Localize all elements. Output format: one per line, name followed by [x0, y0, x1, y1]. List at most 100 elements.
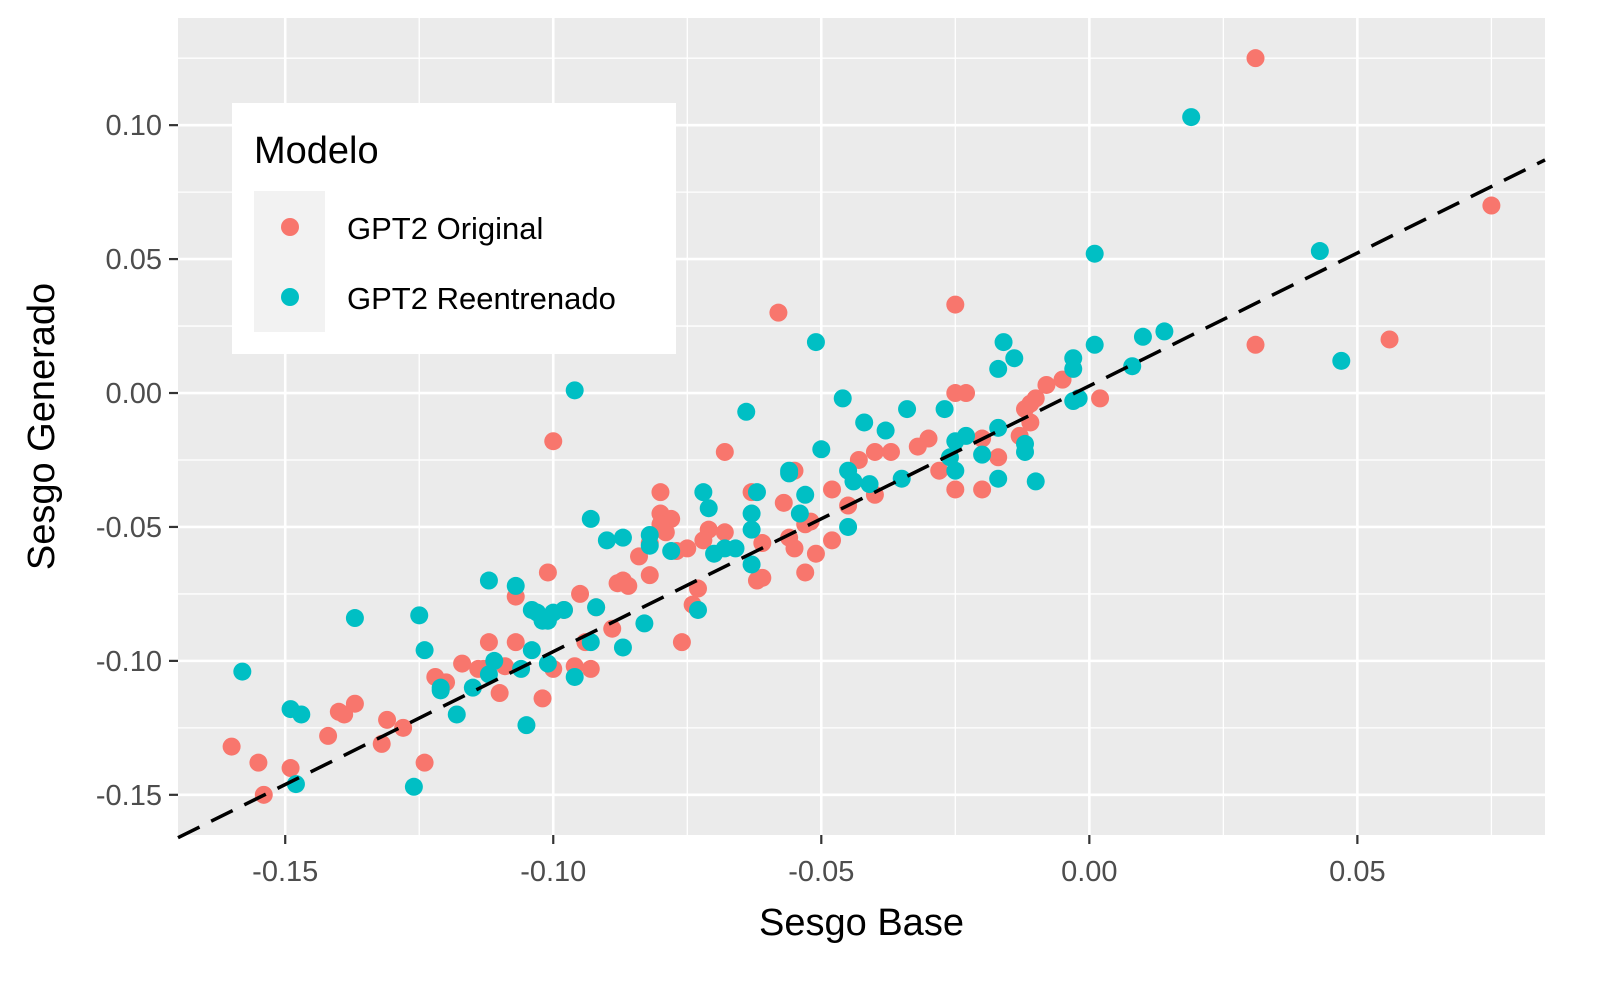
point-gpt2-original — [319, 726, 338, 745]
point-gpt2-reentrenado — [517, 716, 536, 735]
y-axis: -0.15 -0.10 -0.05 0.00 0.05 0.10 — [96, 110, 178, 812]
x-tick-label: -0.15 — [252, 856, 318, 888]
point-gpt2-reentrenado — [833, 389, 852, 408]
point-gpt2-reentrenado — [935, 400, 954, 419]
point-gpt2-original — [694, 531, 713, 550]
y-tick-label: -0.15 — [96, 780, 162, 812]
point-gpt2-original — [946, 295, 965, 314]
point-gpt2-reentrenado — [892, 469, 911, 488]
point-gpt2-original — [571, 584, 590, 603]
point-gpt2-reentrenado — [1085, 335, 1104, 354]
point-gpt2-reentrenado — [1016, 434, 1035, 453]
point-gpt2-original — [774, 493, 793, 512]
point-gpt2-reentrenado — [613, 528, 632, 547]
point-gpt2-reentrenado — [694, 483, 713, 502]
point-gpt2-original — [823, 531, 842, 550]
point-gpt2-reentrenado — [1155, 322, 1174, 341]
point-gpt2-reentrenado — [1133, 327, 1152, 346]
point-gpt2-original — [479, 633, 498, 652]
point-gpt2-original — [785, 539, 804, 558]
point-gpt2-reentrenado — [404, 777, 423, 796]
x-axis-label: Sesgo Base — [759, 902, 964, 944]
point-gpt2-reentrenado — [565, 381, 584, 400]
point-gpt2-original — [1091, 389, 1110, 408]
point-gpt2-reentrenado — [431, 678, 450, 697]
point-gpt2-reentrenado — [1064, 392, 1083, 411]
point-gpt2-reentrenado — [989, 359, 1008, 378]
point-gpt2-original — [753, 534, 772, 553]
point-gpt2-original — [881, 442, 900, 461]
point-gpt2-reentrenado — [994, 333, 1013, 352]
point-gpt2-reentrenado — [447, 705, 466, 724]
point-gpt2-reentrenado — [522, 641, 541, 660]
legend-label-gpt2-original: GPT2 Original — [347, 211, 543, 246]
point-gpt2-original — [806, 544, 825, 563]
point-gpt2-reentrenado — [742, 520, 761, 539]
point-gpt2-reentrenado — [796, 485, 815, 504]
point-gpt2-original — [581, 659, 600, 678]
point-gpt2-reentrenado — [597, 531, 616, 550]
point-gpt2-reentrenado — [844, 472, 863, 491]
y-tick-label: -0.10 — [96, 646, 162, 678]
point-gpt2-reentrenado — [1064, 359, 1083, 378]
point-gpt2-reentrenado — [898, 400, 917, 419]
legend: Modelo GPT2 Original GPT2 Reentrenado — [232, 103, 676, 354]
point-gpt2-reentrenado — [613, 638, 632, 657]
point-gpt2-reentrenado — [860, 475, 879, 494]
point-gpt2-original — [1380, 330, 1399, 349]
point-gpt2-reentrenado — [688, 600, 707, 619]
point-gpt2-original — [378, 710, 397, 729]
point-gpt2-reentrenado — [281, 700, 300, 719]
point-gpt2-original — [1246, 335, 1265, 354]
point-gpt2-reentrenado — [946, 432, 965, 451]
point-gpt2-reentrenado — [705, 544, 724, 563]
point-gpt2-reentrenado — [806, 333, 825, 352]
legend-label-gpt2-reentrenado: GPT2 Reentrenado — [347, 281, 616, 316]
point-gpt2-reentrenado — [876, 421, 895, 440]
point-gpt2-original — [453, 654, 472, 673]
point-gpt2-reentrenado — [1026, 472, 1045, 491]
point-gpt2-reentrenado — [737, 402, 756, 421]
x-tick-label: 0.05 — [1329, 856, 1385, 888]
point-gpt2-reentrenado — [538, 654, 557, 673]
point-gpt2-original — [973, 480, 992, 499]
point-gpt2-original — [753, 568, 772, 587]
point-gpt2-original — [613, 571, 632, 590]
point-gpt2-original — [506, 633, 525, 652]
point-gpt2-original — [930, 461, 949, 480]
point-gpt2-reentrenado — [742, 504, 761, 523]
point-gpt2-reentrenado — [1310, 242, 1329, 261]
point-gpt2-reentrenado — [506, 576, 525, 595]
point-gpt2-reentrenado — [747, 483, 766, 502]
x-tick-label: -0.05 — [788, 856, 854, 888]
point-gpt2-reentrenado — [463, 678, 482, 697]
point-gpt2-reentrenado — [662, 542, 681, 561]
point-gpt2-original — [533, 689, 552, 708]
point-gpt2-original — [281, 759, 300, 778]
point-gpt2-original — [1037, 375, 1056, 394]
point-gpt2-reentrenado — [742, 555, 761, 574]
point-gpt2-original — [222, 737, 241, 756]
point-gpt2-reentrenado — [410, 606, 429, 625]
point-gpt2-reentrenado — [479, 665, 498, 684]
point-gpt2-reentrenado — [581, 509, 600, 528]
point-gpt2-reentrenado — [415, 641, 434, 660]
point-gpt2-reentrenado — [1182, 108, 1201, 127]
point-gpt2-original — [672, 633, 691, 652]
point-gpt2-reentrenado — [1123, 357, 1142, 376]
point-gpt2-reentrenado — [635, 614, 654, 633]
y-tick-label: 0.10 — [106, 110, 162, 142]
point-gpt2-reentrenado — [839, 517, 858, 536]
point-gpt2-original — [796, 563, 815, 582]
point-gpt2-original — [249, 753, 268, 772]
point-gpt2-reentrenado — [544, 603, 563, 622]
point-gpt2-original — [394, 718, 413, 737]
reference-line — [177, 158, 1546, 840]
point-gpt2-original — [989, 448, 1008, 467]
point-gpt2-reentrenado — [581, 633, 600, 652]
point-gpt2-original — [490, 684, 509, 703]
point-gpt2-original — [651, 483, 670, 502]
point-gpt2-reentrenado — [640, 536, 659, 555]
point-gpt2-reentrenado — [790, 504, 809, 523]
point-gpt2-original — [908, 437, 927, 456]
